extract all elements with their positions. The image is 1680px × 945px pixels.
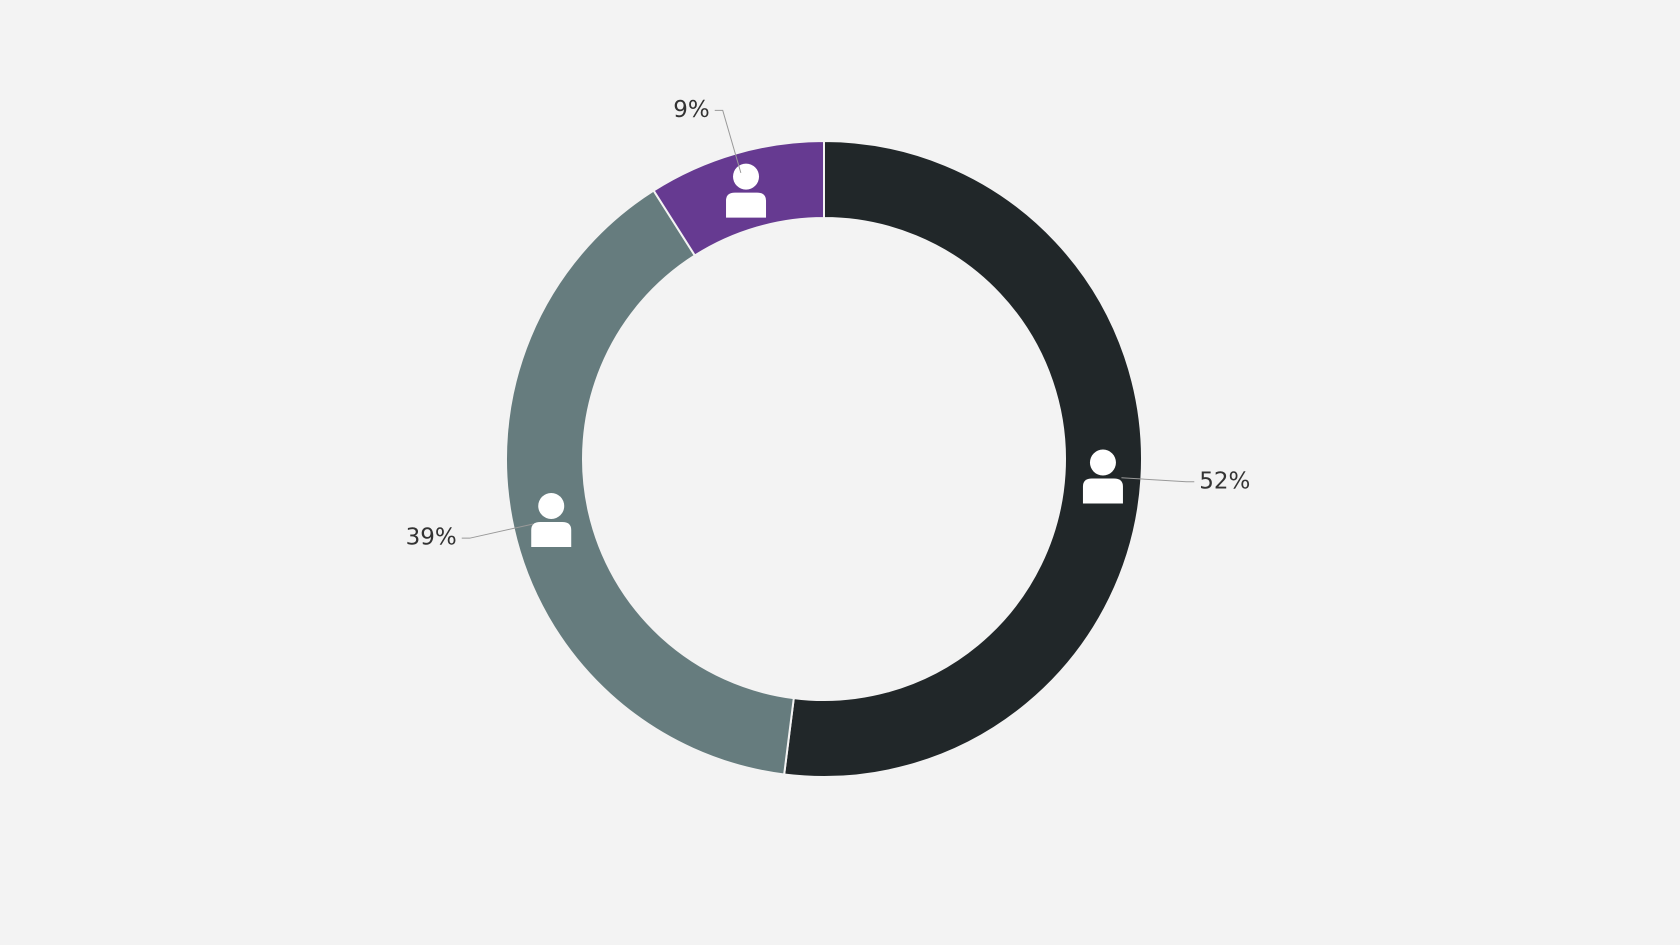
donut-slice xyxy=(783,139,1143,778)
icon-head xyxy=(538,492,565,519)
icon-body xyxy=(531,521,572,547)
slice-icon xyxy=(531,492,572,547)
slice-icon xyxy=(726,163,767,218)
value-label: 52% xyxy=(1199,468,1250,494)
icon-body xyxy=(1082,478,1123,504)
value-label: 9% xyxy=(673,97,710,123)
icon-body xyxy=(726,192,767,218)
slice-icon xyxy=(1082,449,1123,504)
leader-line xyxy=(461,523,534,539)
icon-head xyxy=(1089,449,1116,476)
leader-line xyxy=(1121,477,1195,483)
value-label: 39% xyxy=(406,525,457,551)
icon-head xyxy=(733,163,760,190)
donut-slice xyxy=(505,189,795,776)
leader-line xyxy=(714,109,742,173)
